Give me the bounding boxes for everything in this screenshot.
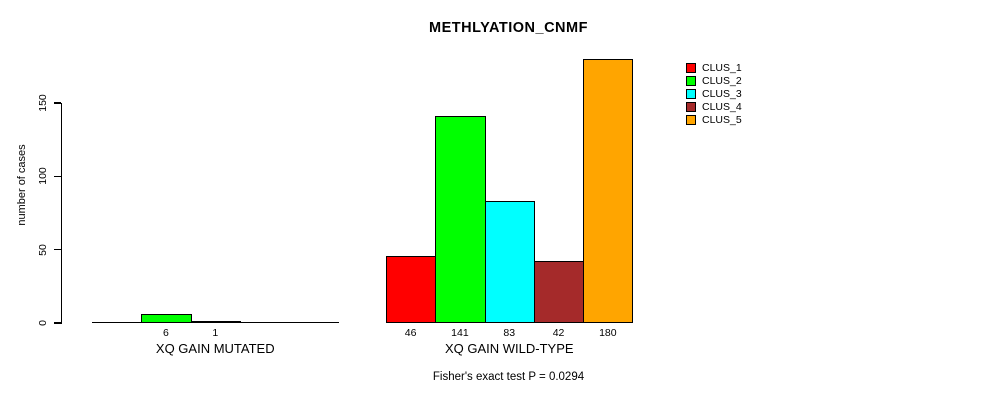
bar-clus_5 <box>583 59 634 323</box>
group-label-wild-type: XQ GAIN WILD-TYPE <box>444 341 574 356</box>
chart-title: METHLYATION_CNMF <box>429 20 588 36</box>
bar-clus_1 <box>386 255 437 323</box>
y-axis-tick <box>53 248 61 251</box>
y-axis-line <box>60 103 62 325</box>
bar-value-label: 46 <box>404 327 417 339</box>
y-axis-tick <box>53 102 61 104</box>
bar-value-label: 6 <box>163 327 169 339</box>
legend-label: CLUS_1 <box>702 61 742 74</box>
legend-swatch-icon <box>686 88 696 99</box>
bar-clus_3 <box>484 201 535 323</box>
legend-item-clus_4: CLUS_4 <box>686 100 742 113</box>
bar-value-label: 83 <box>503 327 516 339</box>
fisher-test-annotation: Fisher's exact test P = 0.0294 <box>432 371 585 383</box>
bar-value-label: 42 <box>552 327 565 339</box>
y-axis-tick-label: 150 <box>37 94 49 112</box>
legend-swatch-icon <box>686 62 696 73</box>
legend: CLUS_1 CLUS_2 CLUS_3 CLUS_4 CLUS_5 <box>686 61 742 126</box>
legend-item-clus_5: CLUS_5 <box>686 113 742 126</box>
y-axis-label: number of cases <box>16 144 28 226</box>
y-axis-tick <box>53 175 61 178</box>
y-axis-tick-label: 100 <box>37 167 49 186</box>
bar-clus_4 <box>533 261 585 323</box>
legend-label: CLUS_2 <box>702 74 742 87</box>
bar-value-label: 1 <box>212 327 219 339</box>
bar-clus_3 <box>190 321 241 323</box>
legend-swatch-icon <box>686 75 696 86</box>
y-axis-tick <box>53 322 61 324</box>
legend-label: CLUS_4 <box>702 100 742 113</box>
bar-value-label: 141 <box>451 327 469 339</box>
legend-label: CLUS_3 <box>702 87 742 100</box>
group-label-mutated: XQ GAIN MUTATED <box>155 341 275 356</box>
legend-item-clus_2: CLUS_2 <box>686 74 742 87</box>
y-axis-tick-label: 0 <box>37 320 49 326</box>
bar-clus_2 <box>435 116 486 323</box>
legend-swatch-icon <box>686 101 696 112</box>
legend-swatch-icon <box>686 114 696 125</box>
bar-value-label: 180 <box>599 327 617 339</box>
legend-item-clus_3: CLUS_3 <box>686 87 742 100</box>
y-axis-tick-label: 50 <box>37 243 49 256</box>
bar-clus_2 <box>141 314 192 323</box>
legend-label: CLUS_5 <box>702 113 742 126</box>
legend-item-clus_1: CLUS_1 <box>686 61 742 74</box>
